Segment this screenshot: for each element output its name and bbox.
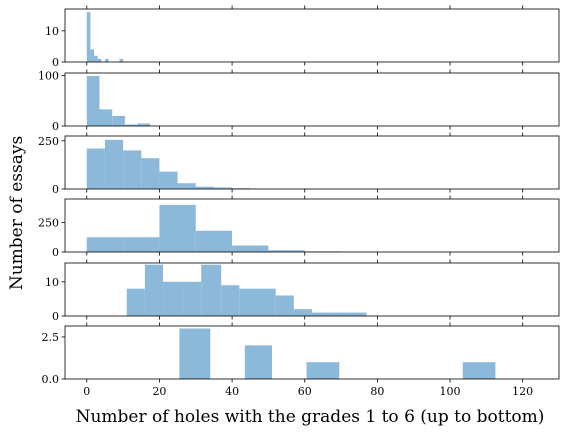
y-tick-label: 2.5 xyxy=(42,331,60,344)
y-tick-label: 10 xyxy=(45,276,59,289)
x-tick-label: 80 xyxy=(370,385,384,398)
y-tick-label: 0 xyxy=(52,246,59,259)
histogram-bar xyxy=(126,288,145,316)
y-tick-label: 0.0 xyxy=(42,373,60,386)
histogram-bar xyxy=(159,204,196,252)
histogram-bar xyxy=(163,281,184,316)
histogram-bar xyxy=(144,264,164,316)
histogram-bar xyxy=(306,362,340,379)
x-tick-label: 120 xyxy=(512,385,533,398)
histogram-bar xyxy=(293,309,312,316)
y-tick-label: 100 xyxy=(38,70,59,83)
panel-frame xyxy=(64,8,560,63)
histogram-bar xyxy=(330,312,349,316)
histogram-bar xyxy=(104,58,109,62)
histogram-bar xyxy=(239,288,258,316)
y-tick-label: 10 xyxy=(45,25,59,38)
x-tick-label: 100 xyxy=(440,385,461,398)
histogram-bar xyxy=(213,187,233,189)
panel-frame xyxy=(64,135,560,190)
y-tick-label: 0 xyxy=(52,56,59,69)
histogram-bar xyxy=(141,158,160,189)
histogram-bar xyxy=(86,76,100,126)
y-tick-label: 250 xyxy=(38,135,59,148)
histogram-bar xyxy=(119,58,124,62)
histogram-bar xyxy=(159,171,178,189)
histogram-bar xyxy=(94,55,98,62)
panel-grade-5: 0 10 xyxy=(45,259,560,323)
histogram-bar xyxy=(86,12,91,63)
histogram-bar xyxy=(112,115,125,126)
histogram-bar xyxy=(90,49,95,62)
histogram-bar xyxy=(312,312,331,316)
histogram-bar xyxy=(179,328,211,379)
histogram-bar xyxy=(221,285,240,316)
histogram-bar xyxy=(195,230,233,252)
histogram-bar xyxy=(195,186,214,189)
panel-frame xyxy=(64,72,560,127)
histogram-bar xyxy=(137,123,151,126)
panel-frame xyxy=(64,198,560,253)
histogram-bar xyxy=(104,139,124,189)
y-tick-label: 0 xyxy=(52,120,59,133)
x-tick-label: 60 xyxy=(298,385,312,398)
y-tick-label: 0 xyxy=(52,183,59,196)
histogram-bar xyxy=(183,281,202,316)
panel-frame xyxy=(64,262,560,317)
histogram-bar xyxy=(244,345,273,379)
histogram-bar xyxy=(201,264,222,316)
y-tick-label: 0 xyxy=(52,310,59,323)
x-tick-label: 20 xyxy=(152,385,166,398)
histogram-bar xyxy=(275,295,294,316)
panel-grade-2: 0 100 xyxy=(38,69,560,133)
histogram-bar xyxy=(86,237,124,252)
y-tick-label: 250 xyxy=(38,217,59,230)
histogram-bar xyxy=(123,150,142,189)
histogram-bar xyxy=(99,109,113,126)
panel-grade-1: 0 10 xyxy=(45,5,560,69)
panel-grade-3: 0 250 xyxy=(38,132,560,196)
histogram-bar xyxy=(177,183,196,189)
y-axis-label: Number of essays xyxy=(7,136,27,290)
x-tick-label: 0 xyxy=(83,385,90,398)
histogram-bar xyxy=(462,362,496,379)
histogram-bar xyxy=(123,237,160,252)
panel-grade-6: 0 20 40 60 80 100 120 0.0 2.5 xyxy=(42,322,560,398)
panel-frame xyxy=(64,325,560,380)
x-axis-label: Number of holes with the grades 1 to 6 (… xyxy=(76,407,545,427)
x-tick-label: 40 xyxy=(225,385,239,398)
histogram-bar xyxy=(348,312,367,316)
histogram-bar xyxy=(124,124,138,126)
histogram-bar xyxy=(97,58,102,62)
histogram-bar xyxy=(257,288,276,316)
histogram-bar xyxy=(86,148,105,189)
histogram-bar xyxy=(232,245,269,252)
histogram-bar xyxy=(268,250,305,252)
panel-grade-4: 0 250 xyxy=(38,195,560,259)
